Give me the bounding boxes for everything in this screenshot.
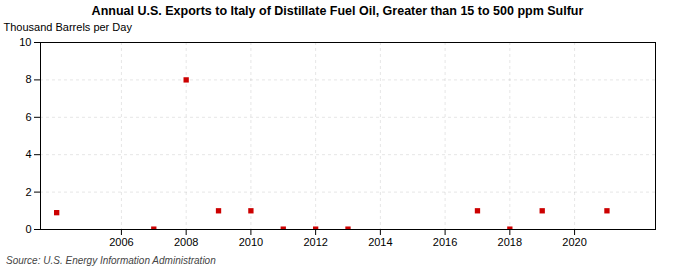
svg-text:2016: 2016 bbox=[433, 236, 457, 248]
html-text:Source: U.S. Energy Informatio: Source: U.S. Energy Information Administ… bbox=[6, 255, 216, 266]
svg-text:2020: 2020 bbox=[562, 236, 586, 248]
svg-text:6: 6 bbox=[25, 111, 31, 123]
svg-text:8: 8 bbox=[25, 73, 31, 85]
svg-text:2: 2 bbox=[25, 186, 31, 198]
svg-text:2012: 2012 bbox=[303, 236, 327, 248]
svg-text:10: 10 bbox=[19, 36, 31, 48]
svg-text:2010: 2010 bbox=[239, 236, 263, 248]
svg-text:2018: 2018 bbox=[498, 236, 522, 248]
svg-text:Thousand Barrels per Day: Thousand Barrels per Day bbox=[4, 21, 133, 33]
html-text:Annual U.S. Exports to Italy o: Annual U.S. Exports to Italy of Distilla… bbox=[91, 4, 584, 18]
svg-text:0: 0 bbox=[25, 223, 31, 235]
svg-text:2006: 2006 bbox=[109, 236, 133, 248]
svg-text:2008: 2008 bbox=[174, 236, 198, 248]
svg-text:4: 4 bbox=[25, 148, 31, 160]
svg-text:2014: 2014 bbox=[368, 236, 392, 248]
